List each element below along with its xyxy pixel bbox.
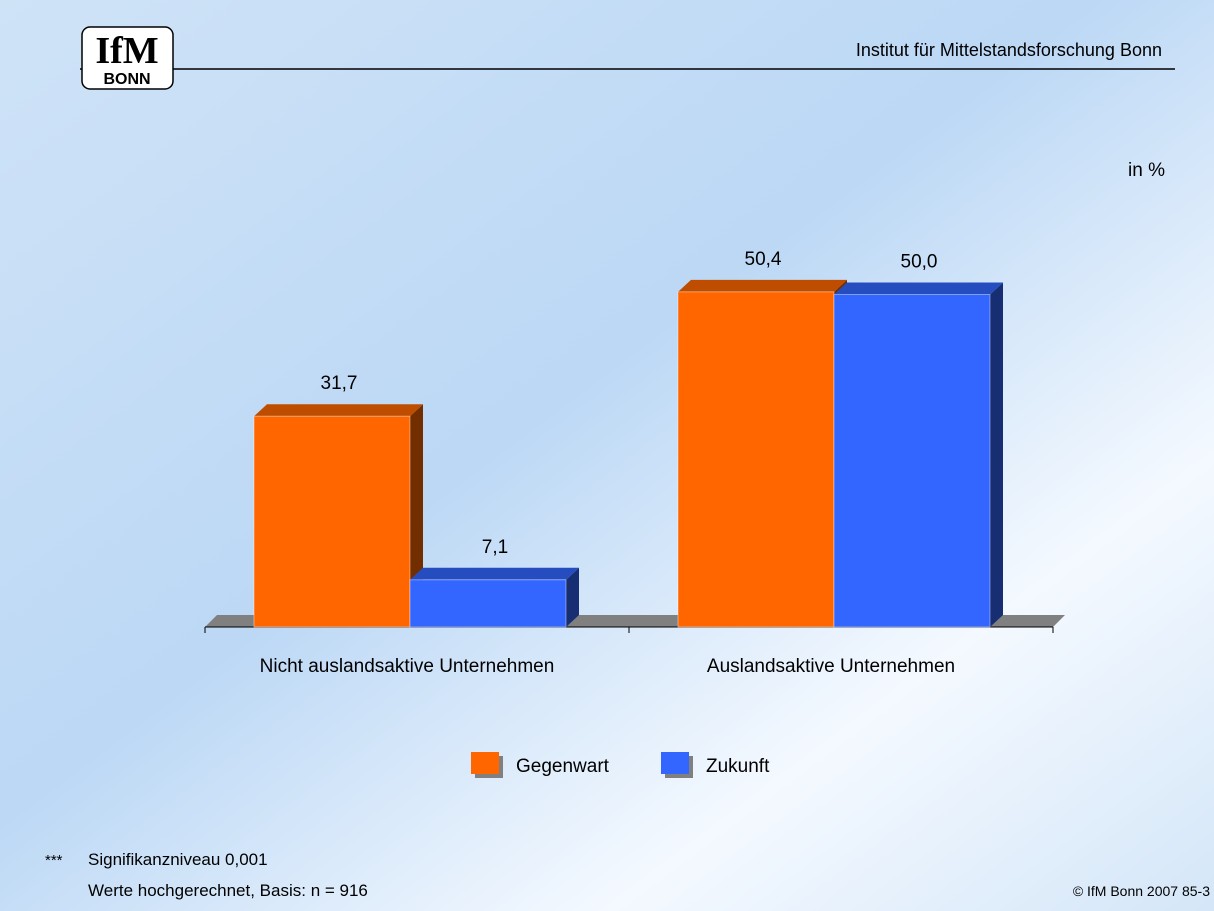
logo-subtext: BONN xyxy=(103,71,150,88)
value-label: 50,0 xyxy=(901,252,938,273)
unit-label: in % xyxy=(1128,160,1165,181)
footnote: Werte hochgerechnet, Basis: n = 916 xyxy=(88,881,368,900)
logo-text: IfM xyxy=(95,30,158,72)
bar-side xyxy=(566,567,579,627)
logo-box xyxy=(81,26,174,90)
bar xyxy=(677,279,847,628)
legend-label: Gegenwart xyxy=(516,756,610,777)
bar xyxy=(409,567,579,628)
x-tick-label: Auslandsaktive Unternehmen xyxy=(707,656,955,677)
bar-front xyxy=(677,291,835,628)
value-label: 50,4 xyxy=(745,249,782,270)
bar-front xyxy=(833,294,991,628)
x-tick-label: Nicht auslandsaktive Unternehmen xyxy=(260,656,555,677)
legend-swatch xyxy=(661,752,689,774)
footnote-stars: *** xyxy=(45,852,63,869)
copyright: © IfM Bonn 2007 85-3 xyxy=(1073,883,1210,899)
legend-swatch xyxy=(471,752,499,774)
bar-top xyxy=(410,567,579,580)
bar-top xyxy=(834,282,1003,295)
bar-front xyxy=(409,579,567,628)
legend-label: Zukunft xyxy=(706,756,770,777)
institute-name: Institut für Mittelstandsforschung Bonn xyxy=(856,40,1162,60)
value-label: 31,7 xyxy=(321,373,358,394)
value-label: 7,1 xyxy=(482,537,508,558)
bar-front xyxy=(253,415,411,628)
bar-top xyxy=(678,279,847,292)
footnote: Signifikanzniveau 0,001 xyxy=(88,850,268,869)
bar xyxy=(833,282,1003,628)
plot: Nicht auslandsaktive Unternehmen 31,7 7,1 A… xyxy=(204,249,1054,778)
bar-side xyxy=(990,282,1003,627)
bar xyxy=(253,404,423,628)
bar-top xyxy=(254,404,423,417)
